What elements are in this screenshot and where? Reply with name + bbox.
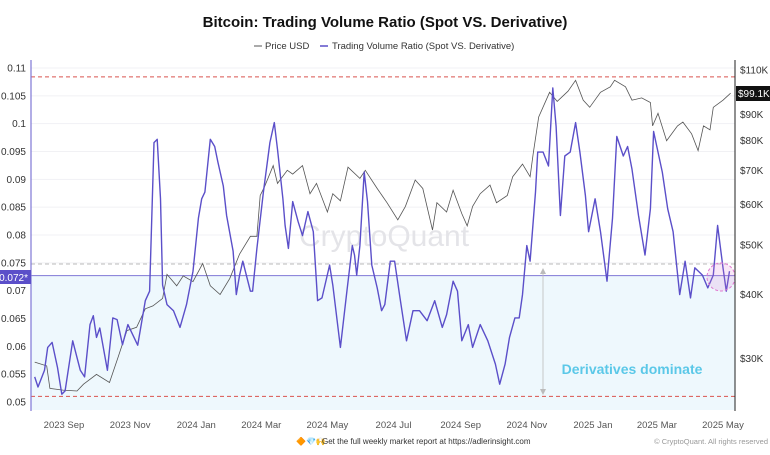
- right-tick-label: $90K: [740, 110, 764, 121]
- left-tick-label: 0.095: [1, 147, 26, 158]
- left-tick-label: 0.11: [7, 64, 26, 75]
- chart-title: Bitcoin: Trading Volume Ratio (Spot VS. …: [203, 14, 568, 31]
- current-ratio-badge: 0.072*: [0, 270, 31, 284]
- left-tick-label: 0.105: [1, 91, 26, 102]
- left-tick-label: 0.075: [1, 258, 26, 269]
- left-tick-label: 0.055: [1, 370, 26, 381]
- annotation-derivatives-dominate: Derivatives dominate: [562, 361, 703, 377]
- left-tick-label: 0.08: [7, 231, 27, 242]
- right-tick-label: $40K: [740, 290, 764, 301]
- current-ratio-label: 0.072*: [0, 273, 28, 284]
- right-tick-label: $70K: [740, 166, 764, 177]
- annotation-arrow-head-top: [540, 268, 546, 274]
- x-tick-label: 2024 Nov: [506, 420, 547, 431]
- right-tick-label: $60K: [740, 200, 764, 211]
- right-tick-label: $110K: [740, 66, 769, 77]
- trading-volume-ratio-line: [34, 87, 731, 395]
- current-price-label: $99.1K: [738, 89, 770, 100]
- x-tick-label: 2025 Mar: [637, 420, 677, 431]
- legend: Price USD Trading Volume Ratio (Spot VS.…: [254, 41, 514, 52]
- left-tick-label: 0.05: [7, 398, 27, 409]
- x-axis-ticks: 2023 Sep 2023 Nov 2024 Jan 2024 Mar 2024 May…: [44, 420, 744, 431]
- x-tick-label: 2024 Mar: [241, 420, 281, 431]
- left-tick-label: 0.085: [1, 203, 26, 214]
- current-price-badge: $99.1K: [736, 86, 770, 101]
- x-tick-label: 2023 Sep: [44, 420, 85, 431]
- x-tick-label: 2025 Jan: [573, 420, 612, 431]
- footer-copyright: © CryptoQuant. All rights reserved: [654, 437, 768, 446]
- legend-price-label: Price USD: [265, 41, 309, 52]
- right-tick-label: $30K: [740, 354, 764, 365]
- derivatives-zone-shade: [31, 275, 735, 410]
- legend-ratio-label: Trading Volume Ratio (Spot VS. Derivativ…: [332, 41, 514, 52]
- x-tick-label: 2024 May: [307, 420, 349, 431]
- annotation-arrow-head-bottom: [540, 389, 546, 395]
- x-tick-label: 2024 Jul: [376, 420, 412, 431]
- right-axis-ticks: $110K $90K $80K $70K $60K $50K $40K $30K: [740, 66, 769, 365]
- x-tick-label: 2024 Sep: [440, 420, 481, 431]
- reference-lines: [31, 76, 735, 397]
- watermark: CryptoQuant: [299, 220, 470, 253]
- x-tick-label: 2025 May: [702, 420, 744, 431]
- right-tick-label: $80K: [740, 136, 764, 147]
- right-tick-label: $50K: [740, 240, 764, 251]
- left-tick-label: 0.09: [7, 175, 27, 186]
- x-tick-label: 2024 Jan: [177, 420, 216, 431]
- footer-promo-link[interactable]: Get the full weekly market report at htt…: [322, 437, 531, 446]
- left-tick-label: 0.07: [7, 286, 27, 297]
- left-axis-ticks: 0.11 0.105 0.1 0.095 0.09 0.085 0.08 0.075 0.07 0…: [1, 64, 26, 409]
- footer-emoji: 🔶💎🙌: [296, 436, 326, 446]
- highlight-circle: [706, 262, 736, 292]
- left-tick-label: 0.06: [7, 342, 27, 353]
- left-tick-label: 0.1: [12, 119, 26, 130]
- price-usd-line: [34, 79, 731, 392]
- left-tick-label: 0.065: [1, 314, 26, 325]
- x-tick-label: 2023 Nov: [110, 420, 151, 431]
